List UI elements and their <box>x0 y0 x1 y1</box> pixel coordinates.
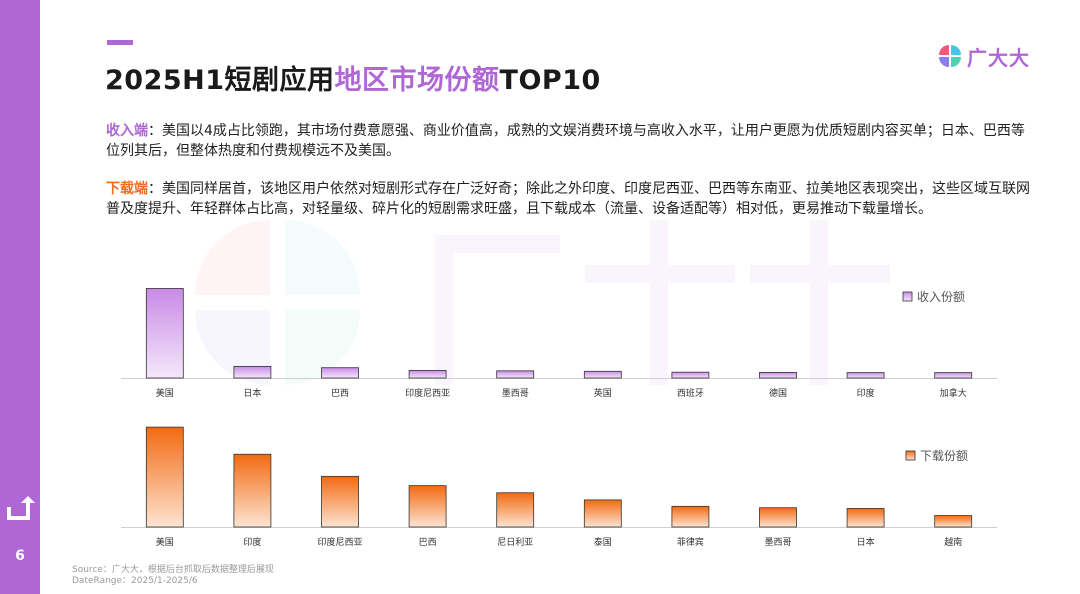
bar <box>846 372 885 379</box>
legend-label: 下载份额 <box>920 449 968 463</box>
x-tick-label: 越南 <box>944 536 962 548</box>
x-tick-label: 巴西 <box>331 388 349 399</box>
title-part2: TOP10 <box>499 65 601 96</box>
x-tick-label: 印度 <box>243 536 261 548</box>
bar <box>846 508 885 528</box>
x-tick-label: 德国 <box>769 387 787 399</box>
bar <box>145 426 184 528</box>
bar <box>759 372 797 379</box>
bar <box>145 288 184 379</box>
download-keyword: 下载端 <box>106 181 148 197</box>
brand-logo: 广大大 <box>938 43 1030 70</box>
bar <box>934 372 973 379</box>
bar <box>321 367 359 379</box>
revenue-paragraph: 收入端：美国以4成占比领跑，其市场付费意愿强、商业价值高，成熟的文娱消费环境与高… <box>106 121 1036 161</box>
bar <box>233 365 272 379</box>
x-tick-label: 日本 <box>857 536 875 548</box>
bar <box>408 485 447 528</box>
x-tick-label: 西班牙 <box>677 387 704 399</box>
page-number: 6 <box>15 548 25 564</box>
revenue-share-chart: 美国 日本 巴西 印度尼西亚 墨西哥 英国 西班牙 德国 印度 加拿大 收入份额 <box>121 288 997 399</box>
page-title: 2025H1短剧应用地区市场份额TOP10 <box>105 58 601 97</box>
download-paragraph: 下载端：美国同样居首，该地区用户依然对短剧形式存在广泛好奇；除此之外印度、印度尼… <box>106 179 1036 219</box>
bar <box>583 499 622 528</box>
source-footer: Source：广大大，根据后台抓取后数据整理后展现 DateRange：2025… <box>72 565 274 587</box>
x-tick-label: 印度尼西亚 <box>317 536 362 548</box>
bar <box>408 369 447 379</box>
bar <box>496 370 535 379</box>
x-tick-label: 泰国 <box>594 536 612 548</box>
x-tick-label: 菲律宾 <box>677 536 704 548</box>
bar <box>583 370 622 379</box>
x-tick-label: 美国 <box>156 536 174 548</box>
brand-logo-text: 广大大 <box>967 45 1030 70</box>
x-tick-label: 印度 <box>857 387 875 399</box>
x-tick-label: 英国 <box>594 387 612 399</box>
download-description: ：美国同样居首，该地区用户依然对短剧形式存在广泛好奇；除此之外印度、印度尼西亚、… <box>106 181 1030 217</box>
download-share-chart: 美国 印度 印度尼西亚 巴西 尼日利亚 泰国 菲律宾 墨西哥 日本 越南 下载份额 <box>121 426 997 548</box>
revenue-keyword: 收入端 <box>106 123 148 139</box>
x-tick-label: 巴西 <box>419 537 437 548</box>
x-tick-label: 美国 <box>156 387 174 399</box>
x-tick-label: 加拿大 <box>940 387 967 399</box>
bar <box>321 475 359 528</box>
bar <box>671 505 710 528</box>
x-tick-label: 墨西哥 <box>764 537 791 548</box>
legend-swatch <box>902 291 913 302</box>
bar <box>934 515 973 528</box>
legend-label: 收入份额 <box>917 290 965 304</box>
title-accent-dash <box>107 40 133 45</box>
brand-logo-icon <box>939 45 961 67</box>
bar <box>759 507 797 528</box>
x-tick-label: 日本 <box>243 387 261 399</box>
bar <box>233 453 272 528</box>
bar <box>496 492 535 528</box>
date-range-note: DateRange：2025/1-2025/6 <box>72 576 198 586</box>
legend-swatch <box>905 450 916 461</box>
title-part1: 2025H1短剧应用 <box>105 65 335 96</box>
corner-arrow-icon <box>7 496 35 520</box>
source-note: Source：广大大，根据后台抓取后数据整理后展现 <box>72 565 274 575</box>
revenue-description: ：美国以4成占比领跑，其市场付费意愿强、商业价值高，成熟的文娱消费环境与高收入水… <box>106 123 1025 159</box>
x-tick-label: 尼日利亚 <box>497 536 533 548</box>
x-tick-label: 墨西哥 <box>502 388 529 399</box>
bar <box>671 371 710 379</box>
left-accent-bar <box>0 0 40 594</box>
x-tick-label: 印度尼西亚 <box>405 387 450 399</box>
title-highlight: 地区市场份额 <box>334 65 500 96</box>
